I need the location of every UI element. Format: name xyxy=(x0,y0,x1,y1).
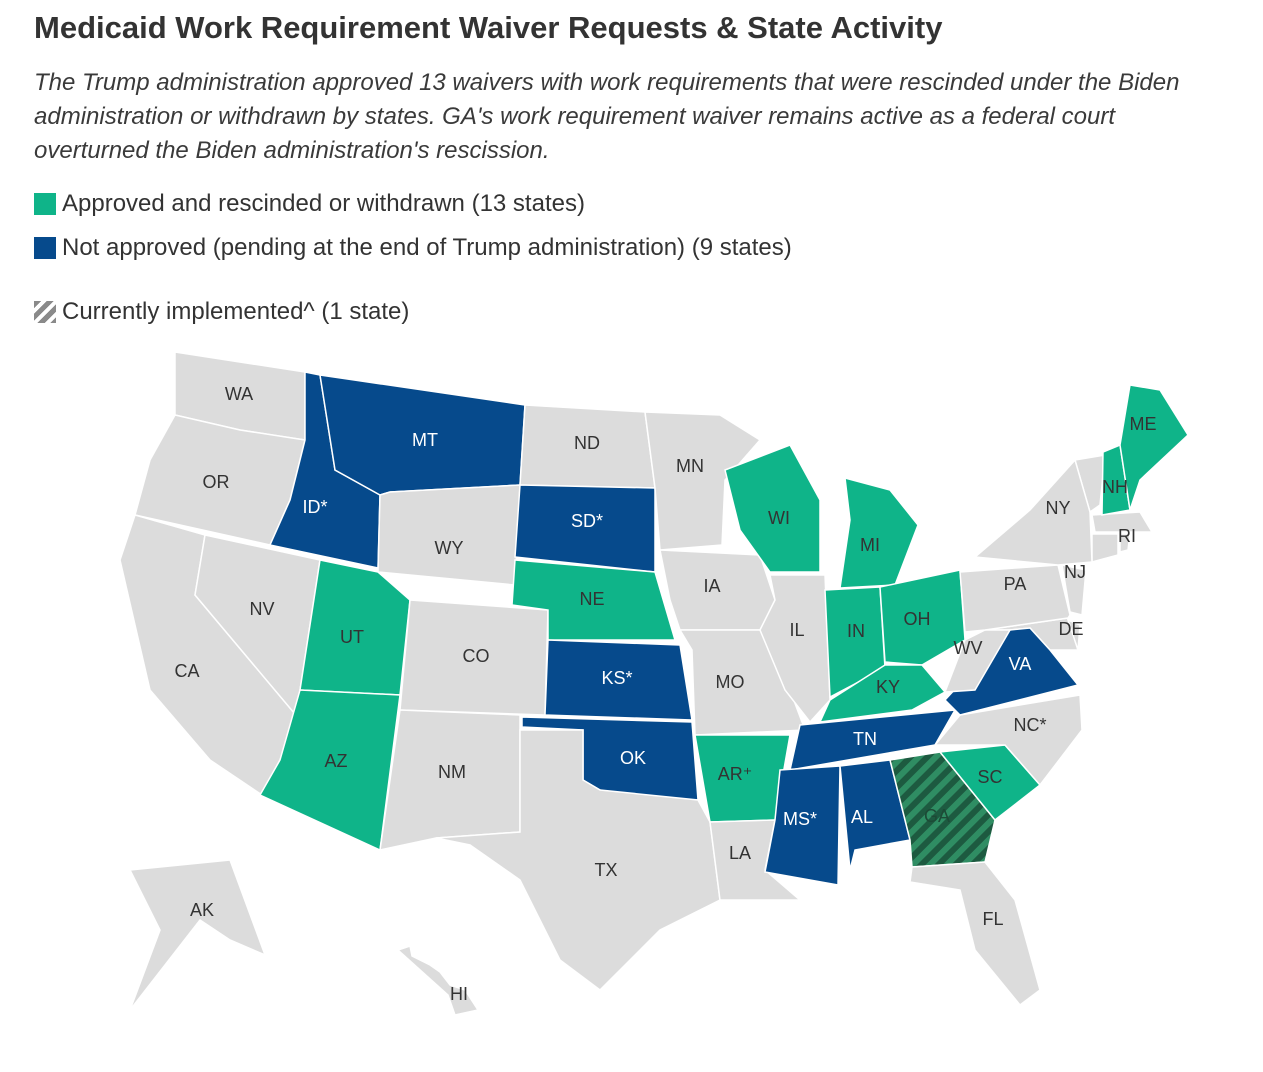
state-shape xyxy=(764,765,841,886)
state-shape xyxy=(1091,511,1154,533)
state-shape xyxy=(709,819,803,901)
state-label: HI xyxy=(450,984,468,1004)
state-label: KS* xyxy=(601,668,632,688)
state-label: NH xyxy=(1102,477,1128,497)
state-label: WV xyxy=(954,638,983,658)
legend-swatch xyxy=(34,193,56,215)
state-label: ID* xyxy=(302,497,327,517)
legend-label: Not approved (pending at the end of Trum… xyxy=(62,234,792,261)
state-label: AL xyxy=(851,807,873,827)
state-shape xyxy=(1119,384,1189,511)
state-shape xyxy=(396,945,480,1016)
state-shape xyxy=(909,861,1041,1007)
legend-swatch xyxy=(34,301,56,323)
state-shape xyxy=(879,569,966,666)
state-shape xyxy=(128,859,267,1011)
state-label: UT xyxy=(340,627,364,647)
legend-item: Approved and rescinded or withdrawn (13 … xyxy=(34,190,585,218)
state-label: TX xyxy=(594,860,617,880)
state-labels: WA OR CA NV ID* MT WY UT CO AZ NM ND SD* NE KS* OK TX MN I… xyxy=(174,384,1156,1004)
state-label: IN xyxy=(847,621,865,641)
state-shape xyxy=(1061,564,1087,616)
state-label: FL xyxy=(982,909,1003,929)
state-label: PA xyxy=(1004,574,1027,594)
state-label: CO xyxy=(463,646,490,666)
state-shape xyxy=(377,484,521,586)
state-label: ND xyxy=(574,433,600,453)
title: Medicaid Work Requirement Waiver Request… xyxy=(34,10,943,45)
state-shape xyxy=(435,729,721,991)
state-shape xyxy=(839,476,919,589)
state-label: NE xyxy=(579,589,604,609)
state-label: NY xyxy=(1045,498,1070,518)
state-shape xyxy=(544,639,693,721)
state-shape xyxy=(839,759,911,871)
state-label: WY xyxy=(435,538,464,558)
state-label: KY xyxy=(876,677,900,697)
state-label: ME xyxy=(1130,414,1157,434)
state-label: AK xyxy=(190,900,214,920)
state-shape xyxy=(943,629,1012,693)
state-shape xyxy=(1066,618,1081,651)
state-label: NV xyxy=(249,599,274,619)
state-label: IA xyxy=(703,576,720,596)
state-label: OR xyxy=(203,472,230,492)
states xyxy=(119,351,1189,1016)
state-label: MT xyxy=(412,430,438,450)
state-shape xyxy=(258,689,401,852)
state-label: SC xyxy=(977,767,1002,787)
state-label: VA xyxy=(1009,654,1032,674)
state-shape xyxy=(724,444,821,573)
state-label: WI xyxy=(768,508,790,528)
unlabeled-states xyxy=(984,454,1154,651)
state-label: AR⁺ xyxy=(718,764,753,784)
state-shape xyxy=(973,458,1093,566)
state-label: LA xyxy=(729,843,751,863)
state-label: DE xyxy=(1058,619,1083,639)
legend-label: Approved and rescinded or withdrawn (13 … xyxy=(62,190,585,217)
legend-item: Not approved (pending at the end of Trum… xyxy=(34,234,792,262)
state-shape xyxy=(1119,533,1131,553)
subtitle: The Trump administration approved 13 wai… xyxy=(34,69,1180,164)
state-label: OH xyxy=(904,609,931,629)
state-shape xyxy=(1091,533,1119,563)
state-label: WA xyxy=(225,384,253,404)
state-label: MS* xyxy=(783,809,817,829)
state-label: SD* xyxy=(571,511,603,531)
legend-item: Currently implemented^ (1 state) xyxy=(34,298,409,326)
state-label: MO xyxy=(716,672,745,692)
state-label: MI xyxy=(860,535,880,555)
state-label: OK xyxy=(620,748,646,768)
state-label: TN xyxy=(853,729,877,749)
state-label: IL xyxy=(789,620,804,640)
state-label: NJ xyxy=(1064,562,1086,582)
state-label: NC* xyxy=(1013,715,1046,735)
state-label: NM xyxy=(438,762,466,782)
state-label: CA xyxy=(174,661,199,681)
state-label: RI xyxy=(1118,526,1136,546)
legend-label: Currently implemented^ (1 state) xyxy=(62,298,410,325)
state-label: AZ xyxy=(324,751,347,771)
state-shape xyxy=(644,411,762,551)
state-label: MN xyxy=(676,456,704,476)
state-label: GA xyxy=(924,806,950,826)
legend-swatch xyxy=(34,237,56,259)
